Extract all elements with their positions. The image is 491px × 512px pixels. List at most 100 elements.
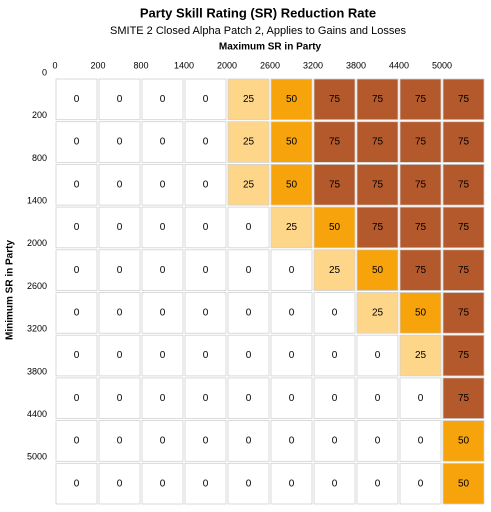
cell-label: 75 <box>372 137 384 148</box>
cell-label: 0 <box>332 478 338 489</box>
cell <box>227 377 270 419</box>
cell <box>227 121 270 163</box>
column-label: 2600 <box>260 60 280 70</box>
cell-label: 0 <box>74 222 80 233</box>
cell <box>399 334 442 377</box>
cell-label: 0 <box>375 436 381 447</box>
cell-label: 0 <box>418 478 424 489</box>
cell-label: 25 <box>415 350 427 361</box>
column-label: 200 <box>90 60 105 70</box>
cell <box>227 78 270 121</box>
cell <box>98 334 141 377</box>
cell <box>442 249 485 291</box>
cell-label: 0 <box>289 393 295 404</box>
cell <box>313 78 356 121</box>
cell <box>399 121 442 163</box>
cell <box>356 420 399 462</box>
cell-label: 25 <box>243 179 255 190</box>
row-label: 800 <box>32 153 47 163</box>
cell <box>141 377 184 419</box>
cell <box>270 163 313 206</box>
cell <box>356 206 399 249</box>
cell <box>399 206 442 249</box>
cell-label: 0 <box>117 350 123 361</box>
cell-label: 0 <box>117 307 123 318</box>
row-label: 0 <box>42 67 47 77</box>
cell <box>184 121 227 163</box>
cell-label: 0 <box>246 436 252 447</box>
cell <box>399 163 442 206</box>
cell-label: 50 <box>415 307 427 318</box>
column-label: 800 <box>133 60 148 70</box>
cell-label: 0 <box>117 222 123 233</box>
cell <box>399 462 442 505</box>
cell-label: 25 <box>243 94 255 105</box>
cell <box>270 206 313 249</box>
cell-label: 75 <box>458 307 470 318</box>
cell-label: 75 <box>458 94 470 105</box>
cell <box>442 206 485 249</box>
cell <box>55 249 98 291</box>
cell <box>270 420 313 462</box>
cell <box>399 420 442 462</box>
cell-label: 0 <box>203 307 209 318</box>
cell-label: 0 <box>246 307 252 318</box>
cell <box>227 206 270 249</box>
cell-label: 0 <box>332 436 338 447</box>
cell-label: 0 <box>117 179 123 190</box>
row-label: 2600 <box>27 281 47 291</box>
cell <box>442 78 485 121</box>
chart-subtitle: SMITE 2 Closed Alpha Patch 2, Applies to… <box>110 25 406 37</box>
cell <box>184 334 227 377</box>
cell-label: 0 <box>203 350 209 361</box>
cell <box>442 462 485 505</box>
cell-label: 75 <box>458 179 470 190</box>
cell-label: 0 <box>117 265 123 276</box>
cell-label: 0 <box>289 478 295 489</box>
cell <box>313 249 356 291</box>
cell <box>227 163 270 206</box>
cell-label: 0 <box>246 478 252 489</box>
cell-label: 0 <box>74 478 80 489</box>
cell <box>55 462 98 505</box>
cell-label: 50 <box>329 222 341 233</box>
cell-label: 0 <box>160 478 166 489</box>
cell-label: 25 <box>243 137 255 148</box>
cell <box>98 206 141 249</box>
cell-label: 0 <box>117 94 123 105</box>
cell <box>313 377 356 419</box>
cell-label: 0 <box>160 94 166 105</box>
cell <box>356 292 399 334</box>
cell-label: 0 <box>160 222 166 233</box>
cell <box>184 78 227 121</box>
row-label: 200 <box>32 110 47 120</box>
cell <box>313 121 356 163</box>
cell-label: 75 <box>458 265 470 276</box>
cell <box>141 78 184 121</box>
cell <box>356 377 399 419</box>
cell-label: 0 <box>246 222 252 233</box>
cell-label: 0 <box>160 350 166 361</box>
cell <box>399 292 442 334</box>
cell <box>184 206 227 249</box>
cell-label: 0 <box>117 137 123 148</box>
cell <box>55 377 98 419</box>
y-axis-label: Minimum SR in Party <box>5 240 16 340</box>
cell <box>313 462 356 505</box>
cell <box>313 334 356 377</box>
cell-label: 0 <box>289 307 295 318</box>
column-label: 5000 <box>432 60 452 70</box>
cell-label: 0 <box>74 350 80 361</box>
cell-label: 0 <box>332 307 338 318</box>
cell <box>55 334 98 377</box>
cell <box>141 292 184 334</box>
cell-label: 0 <box>289 436 295 447</box>
cell-label: 0 <box>74 179 80 190</box>
row-label: 4400 <box>27 409 47 419</box>
cell <box>399 377 442 419</box>
column-label: 4400 <box>389 60 409 70</box>
column-label: 3200 <box>303 60 323 70</box>
cell-label: 0 <box>74 94 80 105</box>
cell-label: 75 <box>458 350 470 361</box>
